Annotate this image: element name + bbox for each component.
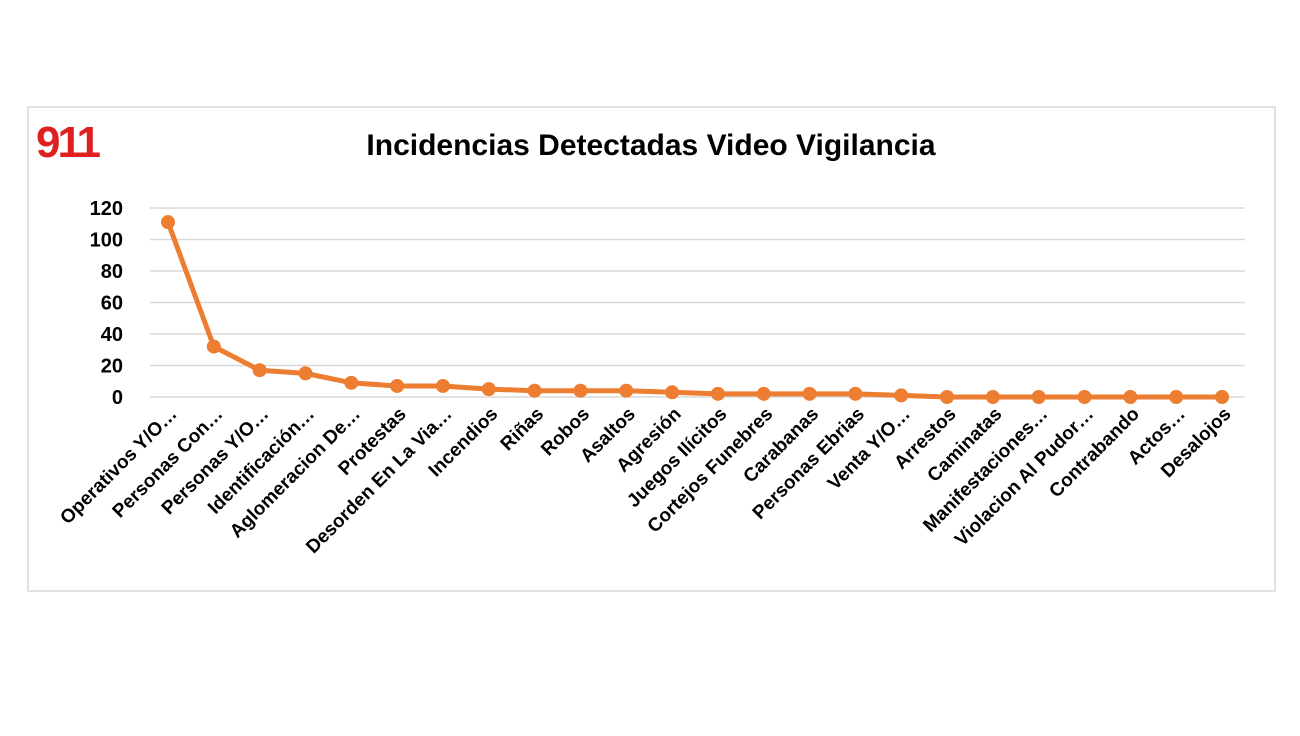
point xyxy=(573,383,588,398)
point xyxy=(710,386,725,401)
point xyxy=(206,339,221,354)
logo: 911 xyxy=(36,118,101,167)
y-tick-label: 100 xyxy=(90,230,123,252)
point xyxy=(894,388,909,403)
point xyxy=(756,386,771,401)
y-tick-label: 80 xyxy=(101,261,123,283)
point xyxy=(435,378,450,393)
point xyxy=(940,390,955,404)
y-tick-label: 60 xyxy=(101,293,123,315)
point xyxy=(481,382,496,397)
point xyxy=(665,385,680,400)
point xyxy=(1215,390,1229,404)
point xyxy=(298,366,313,381)
point xyxy=(848,386,863,401)
chart-frame xyxy=(27,106,1276,592)
point xyxy=(802,386,817,401)
point xyxy=(390,378,405,393)
line xyxy=(165,221,1222,400)
y-tick-label: 20 xyxy=(101,356,123,378)
point xyxy=(1077,390,1092,404)
point xyxy=(985,390,1000,404)
chart-title: Incidencias Detectadas Video Vigilancia xyxy=(366,129,935,162)
point xyxy=(344,375,359,390)
y-tick-label: 120 xyxy=(90,198,123,220)
point xyxy=(1031,390,1046,404)
point xyxy=(161,215,175,230)
point xyxy=(619,383,634,398)
y-tick-label: 40 xyxy=(101,324,123,346)
point xyxy=(527,383,542,398)
point xyxy=(252,363,267,378)
y-tick-label: 0 xyxy=(112,387,123,409)
point xyxy=(1169,390,1184,404)
point xyxy=(1123,390,1138,404)
